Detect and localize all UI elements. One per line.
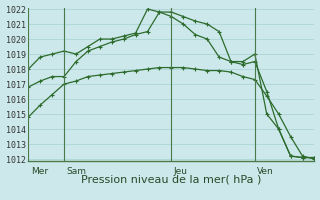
Text: Sam: Sam (67, 167, 86, 176)
Text: Ven: Ven (257, 167, 274, 176)
Text: Jeu: Jeu (174, 167, 188, 176)
Text: Mer: Mer (31, 167, 48, 176)
X-axis label: Pression niveau de la mer( hPa ): Pression niveau de la mer( hPa ) (81, 174, 261, 184)
